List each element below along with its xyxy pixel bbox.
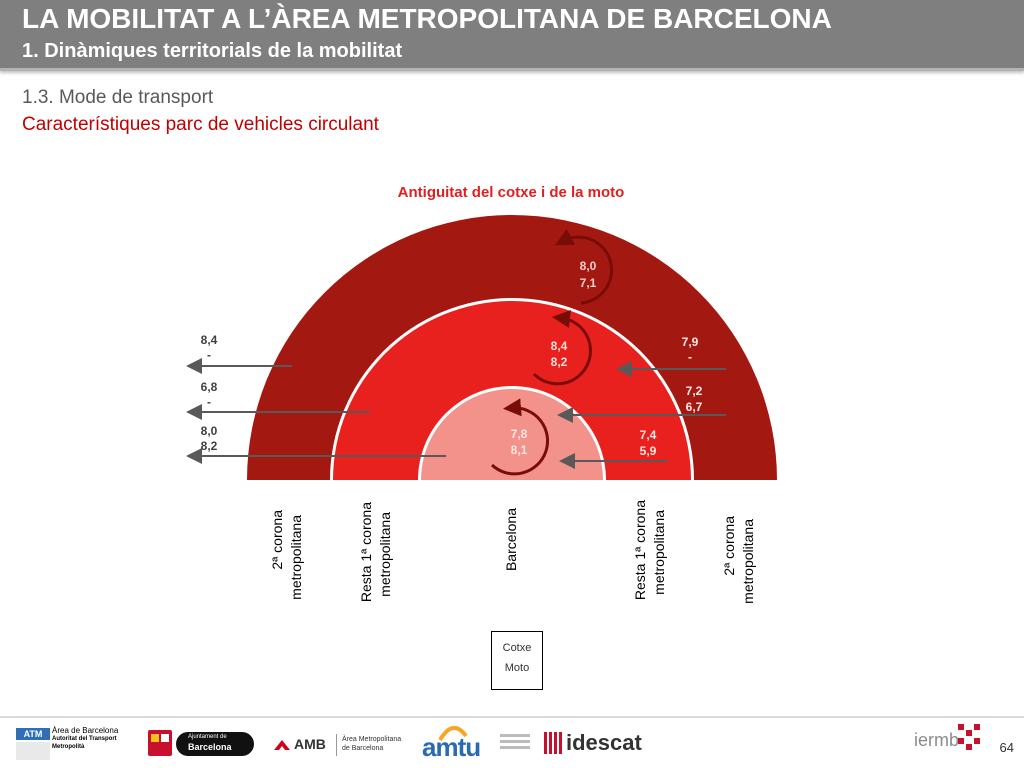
svg-text:metropolitana: metropolitana (740, 519, 756, 604)
cycle-arrow-icon (490, 398, 549, 476)
page-subtitle: 1. Dinàmiques territorials de la mobilit… (22, 40, 403, 62)
footer-divider (0, 716, 1024, 718)
iermb-logo: iermb (914, 722, 984, 762)
middle-moto-value: 8,2 (551, 355, 568, 369)
left-outer-car: 8,4 (201, 333, 218, 347)
zone-label-right-middle: Resta 1ª corona metropolitana (632, 500, 667, 600)
svg-text:metropolitana: metropolitana (651, 510, 667, 595)
right-middle-moto: 6,7 (686, 400, 703, 414)
right-outer-moto: - (688, 350, 692, 364)
right-outer-car: 7,9 (682, 335, 699, 349)
zone-label-left-outer: 2ª corona metropolitana (269, 510, 304, 600)
ajuntament-logo: Ajuntament de Barcelona (148, 722, 256, 762)
idescat-logo: idescat (544, 722, 652, 762)
svg-text:2ª corona: 2ª corona (269, 510, 285, 570)
age-diagram: Antiguitat del cotxe i de la moto 8,0 7,… (186, 184, 777, 604)
atm-logo: ATM Àrea de Barcelona Autoritat del Tran… (16, 722, 128, 762)
legend-moto: Moto (504, 662, 530, 674)
zone-label-right-outer: 2ª corona metropolitana (721, 516, 756, 604)
svg-text:Resta 1ª corona: Resta 1ª corona (358, 502, 374, 602)
cycle-arrow-icon (555, 228, 614, 305)
amtu-logo: amtu (420, 722, 538, 764)
page-title: LA MOBILITAT A L’ÀREA METROPOLITANA DE B… (22, 3, 832, 34)
amb-logo: AMB Àrea Metropolitana de Barcelona (272, 722, 404, 762)
outer-car-value: 8,0 (580, 259, 597, 273)
svg-text:Resta 1ª corona: Resta 1ª corona (632, 500, 648, 600)
legend-car: Cotxe (502, 642, 532, 654)
inner-car-value: 7,8 (511, 427, 528, 441)
svg-text:metropolitana: metropolitana (377, 512, 393, 597)
right-middle-car: 7,2 (686, 384, 703, 398)
section-title: 1.3. Mode de transport (22, 87, 214, 108)
zone-label-left-middle: Resta 1ª corona metropolitana (358, 502, 393, 602)
legend-box: Cotxe Moto (491, 631, 543, 690)
header-bar: LA MOBILITAT A L’ÀREA METROPOLITANA DE B… (0, 0, 1024, 71)
left-middle-moto: - (207, 395, 211, 409)
cycle-arrow-icon (532, 310, 592, 386)
page-number: 64 (999, 740, 1014, 755)
right-inner-moto: 5,9 (640, 444, 657, 458)
left-outer-moto: - (207, 348, 211, 362)
left-inner-car: 8,0 (201, 424, 218, 438)
left-middle-car: 6,8 (201, 380, 218, 394)
diagram-title: Antiguitat del cotxe i de la moto (398, 184, 625, 201)
svg-text:2ª corona: 2ª corona (721, 516, 737, 576)
middle-car-value: 8,4 (551, 339, 568, 353)
zone-label-center: Barcelona (503, 508, 519, 571)
right-inner-car: 7,4 (640, 428, 657, 442)
svg-text:metropolitana: metropolitana (288, 515, 304, 600)
outer-moto-value: 7,1 (580, 276, 597, 290)
inner-moto-value: 8,1 (511, 443, 528, 457)
svg-text:Barcelona: Barcelona (503, 508, 519, 571)
left-inner-moto: 8,2 (201, 439, 218, 453)
section-subtitle: Característiques parc de vehicles circul… (22, 114, 379, 135)
